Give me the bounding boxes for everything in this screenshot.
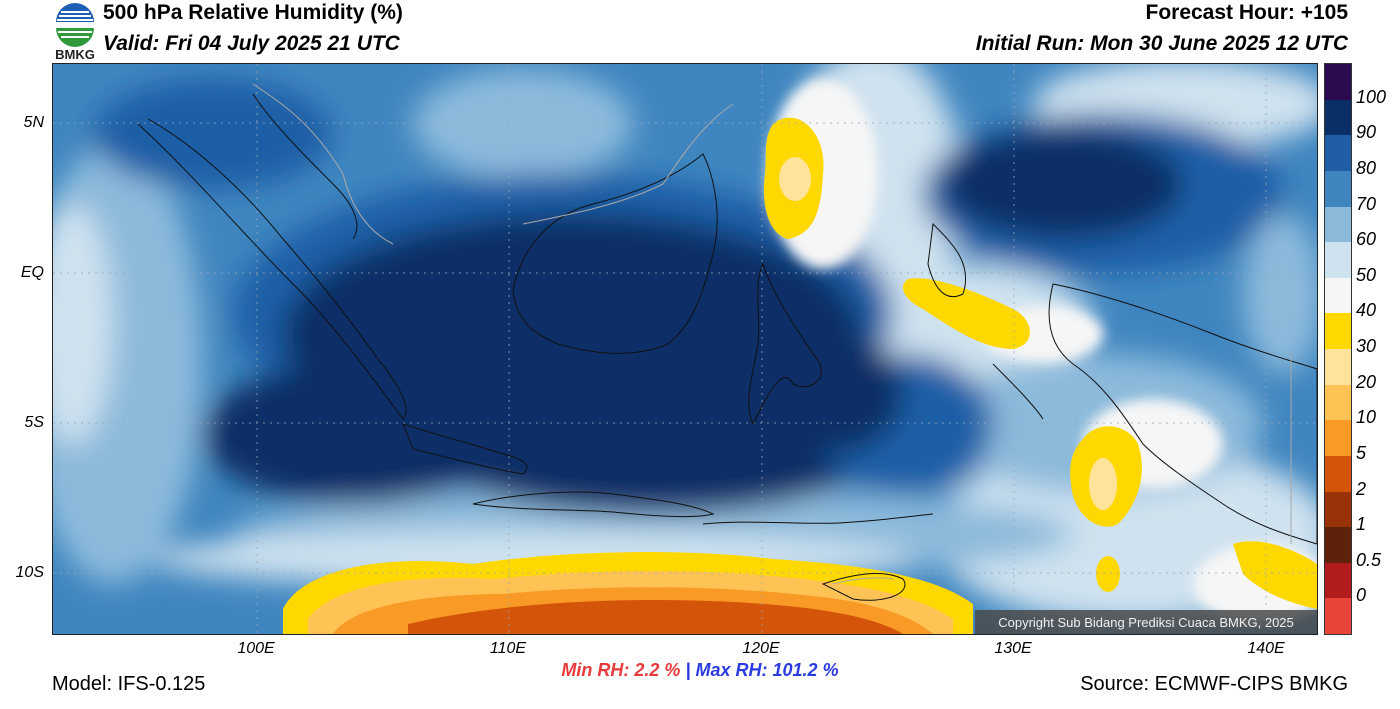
graticule <box>53 64 1317 634</box>
bmkg-logo: BMKG <box>50 0 100 62</box>
initial-run: Initial Run: Mon 30 June 2025 12 UTC <box>975 32 1348 55</box>
colorbar-label: 0 <box>1356 585 1367 606</box>
logo-text: BMKG <box>55 47 95 62</box>
colorbar-segment <box>1325 491 1351 528</box>
colorbar-label: 2 <box>1356 478 1367 499</box>
colorbar-segment <box>1325 349 1351 385</box>
colorbar-label: 70 <box>1356 193 1377 214</box>
colorbar-label: 5 <box>1356 442 1367 463</box>
stats-separator: | <box>685 660 691 680</box>
colorbar-segment <box>1325 64 1351 100</box>
colorbar-segment <box>1325 135 1351 171</box>
dry-patch-east <box>903 278 1030 349</box>
lon-label-100e: 100E <box>237 640 275 657</box>
lon-label-120e: 120E <box>742 640 780 657</box>
colorbar-segment <box>1325 384 1351 421</box>
lat-label-5s: 5S <box>24 414 44 431</box>
colorbar-segment <box>1325 598 1351 634</box>
lat-label-10s: 10S <box>15 564 44 581</box>
forecast-hour: Forecast Hour: +105 <box>1145 1 1349 24</box>
colorbar <box>1324 63 1352 635</box>
chart-title: 500 hPa Relative Humidity (%) <box>103 1 403 24</box>
colorbar-segment <box>1325 242 1351 278</box>
colorbar-label: 40 <box>1356 300 1377 321</box>
lat-label-eq: EQ <box>20 264 44 281</box>
colorbar-label: 100 <box>1356 86 1387 107</box>
colorbar-segment <box>1325 420 1351 456</box>
lon-label-140e: 140E <box>1247 640 1285 657</box>
colorbar-segment <box>1325 277 1351 314</box>
max-rh: Max RH: 101.2 % <box>695 660 839 680</box>
borders <box>252 83 1292 585</box>
colorbar-segment <box>1325 562 1351 599</box>
rh-stats: Min RH: 2.2 % | Max RH: 101.2 % <box>0 660 1400 681</box>
model-label: Model: IFS-0.125 <box>52 673 206 695</box>
colorbar-label: 90 <box>1356 122 1377 143</box>
min-rh: Min RH: 2.2 % <box>561 660 681 680</box>
colorbar-label: 0.5 <box>1356 549 1382 570</box>
colorbar-label: 20 <box>1356 371 1377 392</box>
colorbar-segment <box>1325 455 1351 492</box>
colorbar-segment <box>1325 170 1351 207</box>
colorbar-label: 60 <box>1356 229 1377 250</box>
lon-label-110e: 110E <box>489 640 527 657</box>
colorbar-label: 1 <box>1356 514 1367 535</box>
lon-label-130e: 130E <box>994 640 1032 657</box>
colorbar-label: 50 <box>1356 264 1377 285</box>
copyright-text: Copyright Sub Bidang Prediksi Cuaca BMKG… <box>998 615 1294 630</box>
colorbar-segment <box>1325 99 1351 136</box>
valid-time: Valid: Fri 04 July 2025 21 UTC <box>103 32 400 55</box>
colorbar-segment <box>1325 527 1351 563</box>
lat-label-5n: 5N <box>23 114 44 131</box>
colorbar-label: 10 <box>1356 407 1377 428</box>
colorbar-segment <box>1325 206 1351 243</box>
colorbar-segment <box>1325 313 1351 349</box>
colorbar-label: 80 <box>1356 157 1377 178</box>
source-label: Source: ECMWF-CIPS BMKG <box>1080 673 1348 695</box>
colorbar-label: 30 <box>1356 336 1377 356</box>
coastlines <box>137 93 1317 601</box>
humidity-map: Copyright Sub Bidang Prediksi Cuaca BMKG… <box>52 63 1318 635</box>
